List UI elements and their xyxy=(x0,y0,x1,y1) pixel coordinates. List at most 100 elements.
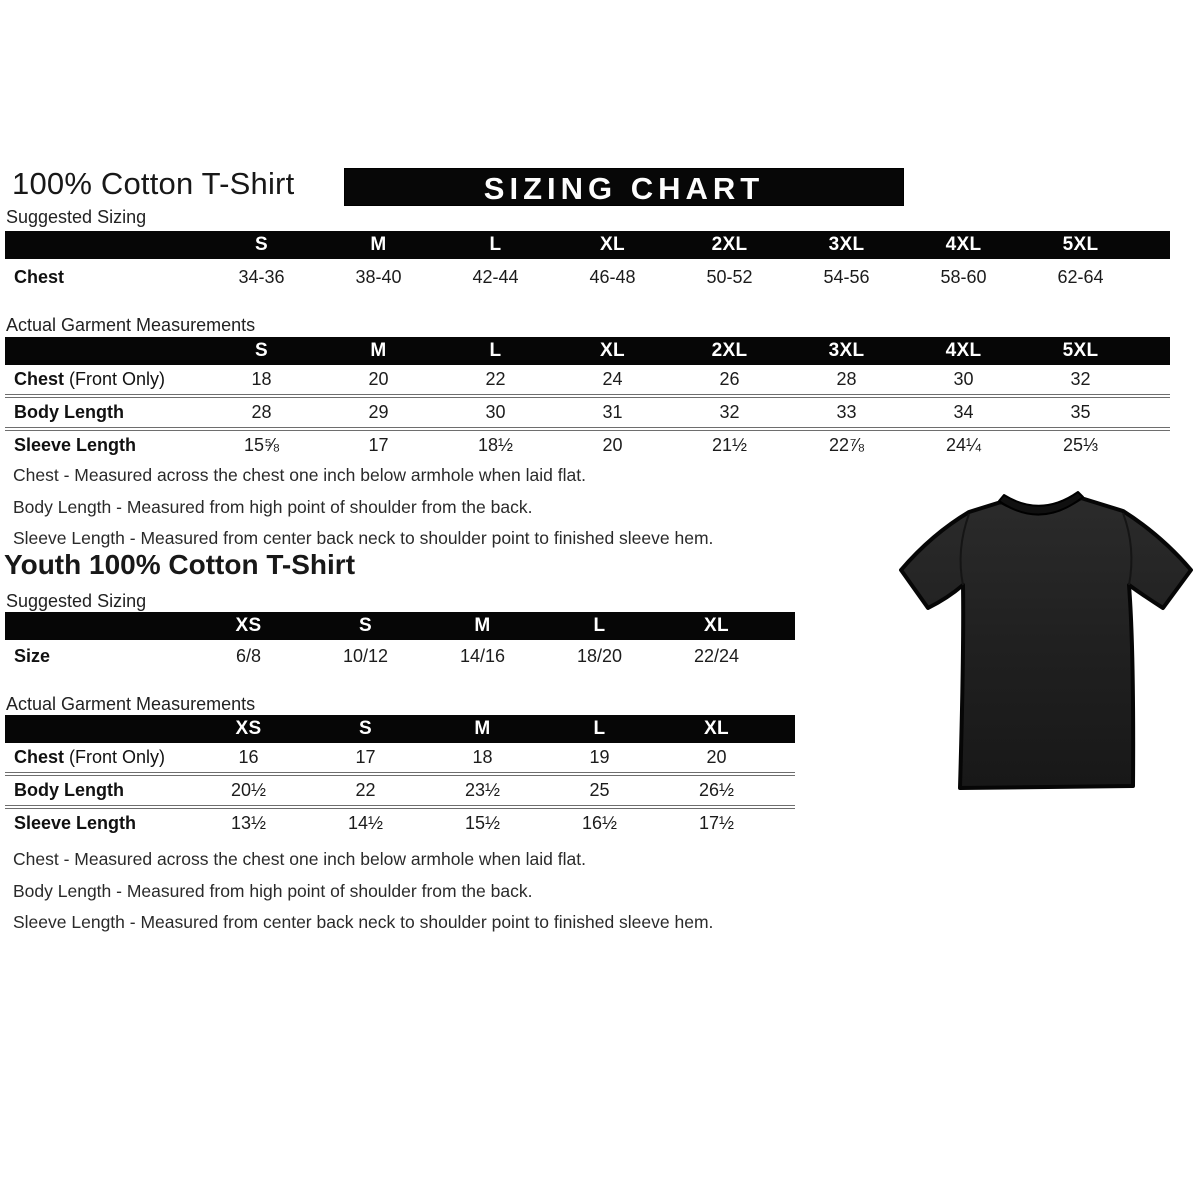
value-cell: 62-64 xyxy=(1057,266,1104,287)
value-cell: 16½ xyxy=(581,813,618,833)
note-line: Body Length - Measured from high point o… xyxy=(13,880,533,901)
adult-suggested-sizing-label: Suggested Sizing xyxy=(6,207,147,227)
note-line: Sleeve Length - Measured from center bac… xyxy=(13,912,714,932)
youth-suggested-sizing-label: Suggested Sizing xyxy=(6,591,147,611)
row-label: Sleeve Length xyxy=(5,813,190,834)
value-cell: 18 xyxy=(472,747,493,767)
value-cell: 22⅞ xyxy=(828,435,865,455)
value-cell: 21½ xyxy=(711,435,748,455)
measurement-row: Chest (Front Only) 18 20 22 24 26 28 30 32 xyxy=(5,365,1170,394)
value-cell: 24¼ xyxy=(945,435,982,455)
youth-section-title: Youth 100% Cotton T-Shirt xyxy=(4,549,356,580)
value-cell: 42-44 xyxy=(472,266,519,287)
value-cell: 14/16 xyxy=(459,646,506,666)
value-cell: 18 xyxy=(251,369,272,389)
size-header-row: XS S M L XL xyxy=(5,612,795,640)
value-cell: 26½ xyxy=(698,780,735,800)
adult-garment-measurements-table: S M L XL 2XL 3XL 4XL 5XL Chest (Front Only) 18 20 2… xyxy=(5,337,1170,460)
youth-actual-measurements-label: Actual Garment Measurements xyxy=(6,694,256,714)
size-header-cell: 2XL xyxy=(711,234,748,255)
size-header-cell: L xyxy=(593,718,606,739)
row-label-bold: Size xyxy=(14,646,51,666)
value-cell: 30 xyxy=(953,369,974,389)
size-header-cell: M xyxy=(370,340,387,361)
black-tshirt-photo xyxy=(896,490,1196,805)
size-header-cell: S xyxy=(255,234,268,255)
size-header-cell: M xyxy=(370,234,387,255)
value-cell: 50-52 xyxy=(706,266,753,287)
size-header-cell: L xyxy=(489,340,502,361)
value-cell: 35 xyxy=(1070,402,1091,422)
measurement-row: Chest (Front Only) 16 17 18 19 20 xyxy=(5,743,795,772)
adult-actual-measurements-label: Actual Garment Measurements xyxy=(6,315,256,335)
value-cell: 20 xyxy=(368,369,389,389)
value-cell: 18½ xyxy=(477,435,514,455)
value-cell: 14½ xyxy=(347,813,384,833)
row-label: Body Length xyxy=(5,780,190,801)
value-cell: 29 xyxy=(368,402,389,422)
row-label-bold: Body Length xyxy=(14,402,124,422)
value-cell: 17½ xyxy=(698,813,735,833)
row-label: Chest (Front Only) xyxy=(5,369,203,390)
measurement-row: Sleeve Length 13½ 14½ 15½ 16½ 17½ xyxy=(5,805,795,838)
youth-garment-measurements-table: XS S M L XL Chest (Front Only) 16 17 18 19 20 Body … xyxy=(5,715,795,838)
value-cell: 28 xyxy=(251,402,272,422)
row-label: Size xyxy=(5,646,190,667)
value-cell: 17 xyxy=(368,435,389,455)
value-cell: 20 xyxy=(602,435,623,455)
row-label-suffix: (Front Only) xyxy=(64,369,166,389)
size-header-cell: 4XL xyxy=(945,340,982,361)
note-line: Body Length - Measured from high point o… xyxy=(13,496,533,517)
value-cell: 32 xyxy=(1070,369,1091,389)
value-cell: 10/12 xyxy=(342,646,389,666)
note-line: Sleeve Length - Measured from center bac… xyxy=(13,528,714,548)
value-cell: 31 xyxy=(602,402,623,422)
row-label-bold: Chest xyxy=(14,747,65,767)
row-label-suffix: (Front Only) xyxy=(64,747,166,767)
tshirt-body-shape xyxy=(899,496,1193,790)
size-header-cell: S xyxy=(359,718,372,739)
row-label-bold: Sleeve Length xyxy=(14,813,137,833)
size-header-cell: 5XL xyxy=(1062,234,1099,255)
row-label: Body Length xyxy=(5,402,203,423)
value-cell: 54-56 xyxy=(823,266,870,287)
measurement-row: Body Length 28 29 30 31 32 33 34 35 xyxy=(5,394,1170,427)
value-cell: 6/8 xyxy=(235,646,262,666)
value-cell: 33 xyxy=(836,402,857,422)
value-cell: 38-40 xyxy=(355,266,402,287)
adult-section-title: 100% Cotton T-Shirt xyxy=(12,166,295,201)
row-label: Sleeve Length xyxy=(5,435,203,456)
value-cell: 13½ xyxy=(230,813,267,833)
value-cell: 19 xyxy=(589,747,610,767)
size-header-cell: L xyxy=(489,234,502,255)
size-header-cell: XL xyxy=(704,718,729,739)
value-cell: 22/24 xyxy=(693,646,740,666)
value-cell: 25⅓ xyxy=(1062,435,1099,455)
measurement-row: Sleeve Length 15⅝ 17 18½ 20 21½ 22⅞ 24¼ 25⅓ xyxy=(5,427,1170,460)
size-header-cell: S xyxy=(255,340,268,361)
size-header-cell: S xyxy=(359,615,372,636)
value-cell: 17 xyxy=(355,747,376,767)
value-cell: 58-60 xyxy=(940,266,987,287)
tshirt-illustration xyxy=(899,491,1193,790)
measurement-row: Chest 34-36 38-40 42-44 46-48 50-52 54-56 58-60… xyxy=(5,259,1170,295)
row-label: Chest (Front Only) xyxy=(5,747,190,768)
tshirt-collar xyxy=(998,491,1084,516)
value-cell: 15½ xyxy=(464,813,501,833)
value-cell: 30 xyxy=(485,402,506,422)
size-header-cell: XL xyxy=(704,615,729,636)
size-header-cell: XL xyxy=(600,234,625,255)
value-cell: 26 xyxy=(719,369,740,389)
adult-measurement-notes: Chest - Measured across the chest one in… xyxy=(13,460,713,555)
size-header-cell: M xyxy=(474,615,491,636)
value-cell: 20 xyxy=(706,747,727,767)
value-cell: 22 xyxy=(485,369,506,389)
value-cell: 28 xyxy=(836,369,857,389)
row-label-bold: Body Length xyxy=(14,780,124,800)
note-line: Chest - Measured across the chest one in… xyxy=(13,849,586,869)
size-header-cell: 5XL xyxy=(1062,340,1099,361)
row-label-bold: Sleeve Length xyxy=(14,435,137,455)
size-header-cell: 3XL xyxy=(828,340,865,361)
value-cell: 23½ xyxy=(464,780,501,800)
